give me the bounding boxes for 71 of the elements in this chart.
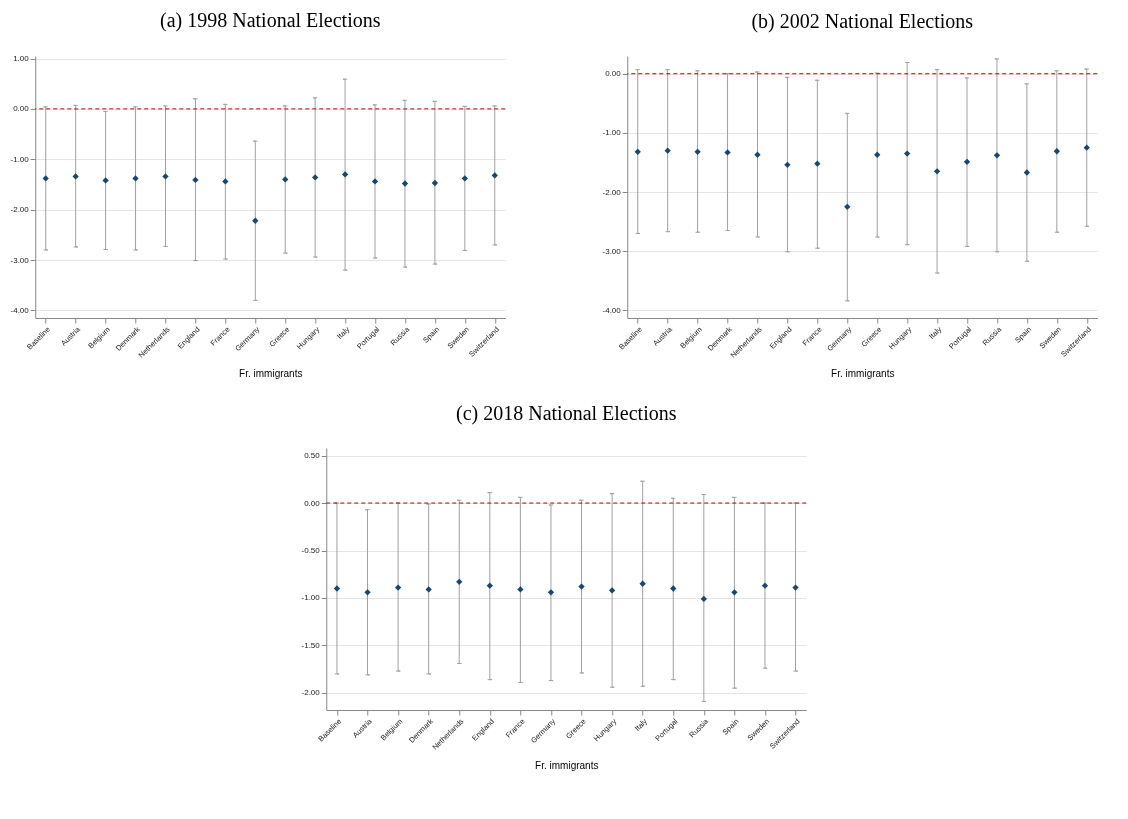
point <box>933 168 941 175</box>
point <box>639 580 646 587</box>
y-tick-label: -1.50 <box>301 640 321 650</box>
y-tick-label: -4.00 <box>602 305 622 315</box>
point <box>993 152 1001 159</box>
point <box>222 178 229 185</box>
x-axis-title: Fr. immigrants <box>239 368 303 380</box>
point <box>394 584 402 591</box>
point <box>72 173 79 180</box>
point <box>1023 169 1031 176</box>
x-axis-title: Fr. immigrants <box>535 760 599 772</box>
y-tick-label: 0.50 <box>304 451 321 461</box>
point <box>132 175 139 182</box>
point <box>844 203 851 210</box>
y-tick-label: -4.00 <box>10 305 30 315</box>
y-tick-label: -2.00 <box>602 187 622 197</box>
point <box>401 180 409 187</box>
y-tick-label: 1.00 <box>13 54 30 64</box>
point <box>1053 148 1060 155</box>
y-tick-label: -3.00 <box>10 255 30 265</box>
point <box>903 150 911 157</box>
point <box>700 595 707 603</box>
chart-title: (c) 2018 National Elections <box>456 402 677 425</box>
point <box>874 151 881 158</box>
point <box>814 160 821 167</box>
point <box>608 587 616 594</box>
chart-title: (a) 1998 National Elections <box>160 8 381 32</box>
point <box>252 217 259 224</box>
point <box>486 582 493 589</box>
point <box>694 148 701 155</box>
point <box>456 578 463 586</box>
point <box>634 148 641 155</box>
point <box>761 582 769 589</box>
y-tick-label: -1.00 <box>301 593 321 603</box>
point <box>102 177 109 184</box>
y-tick-label: -0.50 <box>301 546 321 556</box>
point <box>282 176 289 183</box>
y-tick-label: 0.00 <box>605 69 622 79</box>
point <box>425 586 432 593</box>
point <box>341 171 349 178</box>
y-tick-label: -1.00 <box>602 128 622 138</box>
point <box>578 583 585 590</box>
point <box>754 151 761 158</box>
point <box>491 172 498 179</box>
point <box>1083 144 1090 151</box>
point <box>517 586 524 593</box>
point <box>192 176 199 184</box>
point <box>311 174 319 181</box>
point <box>364 589 371 596</box>
point <box>724 149 731 156</box>
point <box>731 589 738 596</box>
point <box>162 173 169 180</box>
chart-title: (b) 2002 National Elections <box>751 10 974 33</box>
x-axis-title: Fr. immigrants <box>831 368 895 380</box>
point <box>461 175 468 182</box>
point <box>371 178 379 185</box>
y-tick-label: -1.00 <box>10 154 30 164</box>
y-tick-label: -3.00 <box>602 246 622 256</box>
point <box>431 179 439 187</box>
point <box>547 589 555 596</box>
y-tick-label: 0.00 <box>13 104 30 114</box>
point <box>963 158 971 166</box>
y-tick-label: -2.00 <box>301 688 321 698</box>
point <box>664 147 671 154</box>
point <box>784 161 791 168</box>
y-tick-label: 0.00 <box>304 498 321 508</box>
point <box>670 585 677 592</box>
y-tick-label: -2.00 <box>10 205 30 215</box>
point <box>42 175 49 182</box>
point <box>333 585 341 592</box>
point <box>792 584 799 591</box>
